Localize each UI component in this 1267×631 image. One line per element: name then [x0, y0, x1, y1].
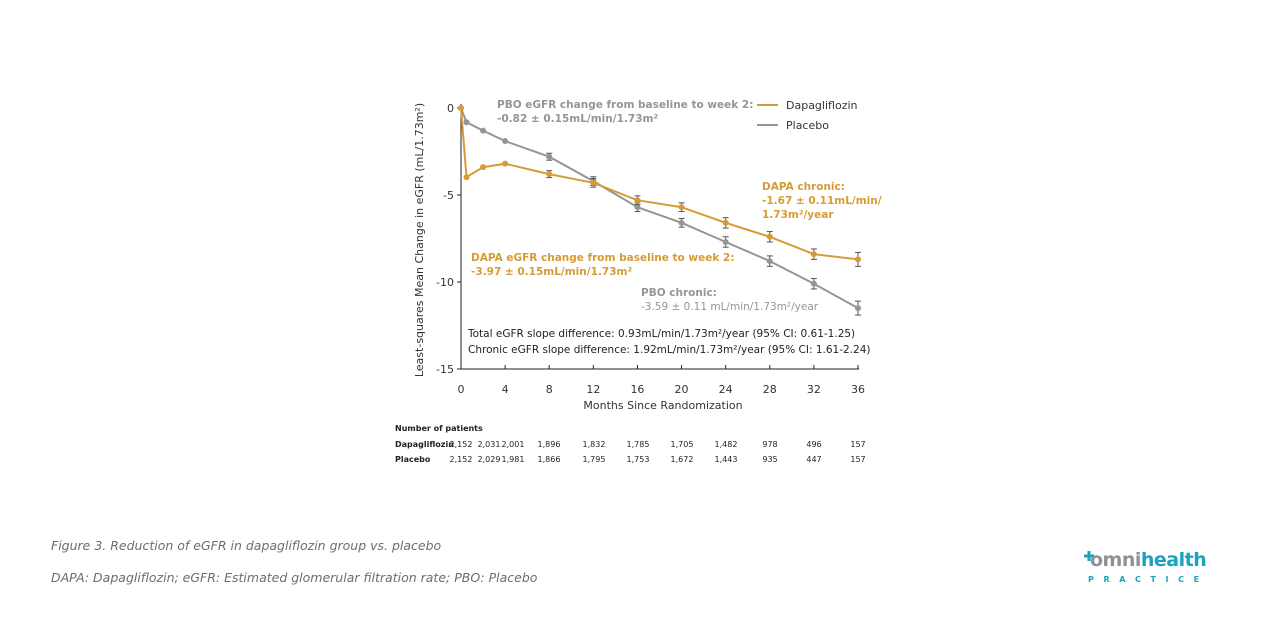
dapa-chronic-line3: 1.73m²/year	[762, 209, 834, 221]
patients-count: 2,031	[478, 440, 501, 449]
logo-health: health	[1140, 549, 1207, 571]
legend-label-dapagliflozin: Dapagliflozin	[786, 99, 858, 112]
x-tick-label: 28	[763, 383, 777, 396]
patients-count: 2,001	[502, 440, 525, 449]
x-tick-label: 12	[586, 383, 600, 396]
patients-count: 157	[850, 440, 865, 449]
patients-count: 1,482	[715, 440, 738, 449]
data-point-dapagliflozin	[855, 256, 861, 263]
x-tick-label: 8	[546, 383, 553, 396]
data-point-placebo	[766, 258, 773, 265]
data-point-placebo	[722, 238, 729, 245]
patients-count: 1,705	[671, 440, 694, 449]
x-tick-label: 16	[630, 383, 644, 396]
logo-wordmark: omnihealth	[1090, 549, 1207, 571]
data-point-placebo	[546, 153, 553, 160]
data-point-placebo	[855, 305, 861, 312]
data-point-dapagliflozin	[634, 197, 641, 204]
x-tick-label: 4	[502, 383, 509, 396]
chronic-slope-note: Chronic eGFR slope difference: 1.92mL/mi…	[468, 344, 870, 356]
data-point-dapagliflozin	[458, 105, 464, 111]
patients-count: 1,981	[502, 455, 525, 464]
data-point-dapagliflozin	[810, 251, 817, 258]
data-point-dapagliflozin	[502, 160, 509, 167]
patients-count: 1,443	[715, 455, 738, 464]
y-axis-label: Least-squares Mean Change in eGFR (mL/1.…	[413, 103, 426, 377]
series-dapagliflozin	[458, 105, 861, 267]
patients-count: 496	[806, 440, 821, 449]
dapa-chronic-line2: -1.67 ± 0.11mL/min/	[762, 195, 882, 207]
patients-count: 1,896	[538, 440, 561, 449]
data-point-placebo	[463, 119, 470, 126]
data-point-dapagliflozin	[546, 171, 553, 178]
omnihealth-logo: omnihealth PRACTICE	[1084, 549, 1220, 591]
x-tick-label: 20	[675, 383, 689, 396]
data-point-placebo	[810, 280, 817, 287]
pbo-week2-title: PBO eGFR change from baseline to week 2:	[497, 99, 753, 111]
abbreviations-caption: DAPA: Dapagliflozin; eGFR: Estimated glo…	[51, 570, 538, 585]
series-line-dapagliflozin	[460, 107, 859, 261]
figure-caption: Figure 3. Reduction of eGFR in dapaglifl…	[51, 538, 442, 553]
data-point-dapagliflozin	[678, 204, 685, 211]
patients-count: 157	[850, 455, 865, 464]
data-point-dapagliflozin	[722, 219, 729, 226]
egfr-chart: 0 -5 -10 -15 0 4 8 12 16 20 24 28 32 36 Least-square…	[395, 99, 882, 464]
patients-count: 1,795	[583, 455, 606, 464]
y-tick-label: 0	[447, 102, 454, 115]
x-axis-label: Months Since Randomization	[583, 399, 742, 412]
patients-count: 2,152	[450, 455, 473, 464]
dapa-chronic-line1: DAPA chronic:	[762, 181, 845, 193]
patients-count: 1,753	[627, 455, 650, 464]
x-tick-label: 32	[807, 383, 821, 396]
patients-count: 1,785	[627, 440, 650, 449]
data-point-placebo	[634, 204, 641, 211]
patients-count: 978	[762, 440, 777, 449]
y-tick-label: -15	[436, 363, 454, 376]
logo-practice: PRACTICE	[1088, 575, 1209, 584]
patients-count: 1,832	[583, 440, 606, 449]
data-point-dapagliflozin	[480, 164, 487, 171]
dapa-week2-value: -3.97 ± 0.15mL/min/1.73m²	[471, 266, 632, 278]
x-tick-label: 0	[458, 383, 465, 396]
patients-count: 2,152	[450, 440, 473, 449]
data-point-dapagliflozin	[590, 179, 597, 186]
patients-count: 2,029	[478, 455, 501, 464]
total-slope-note: Total eGFR slope difference: 0.93mL/min/…	[467, 328, 855, 340]
y-tick-label: -5	[443, 189, 454, 202]
pbo-chronic-value: -3.59 ± 0.11 mL/min/1.73m²/year	[641, 301, 819, 313]
patients-count: 935	[762, 455, 777, 464]
pbo-week2-value: -0.82 ± 0.15mL/min/1.73m²	[497, 113, 658, 125]
pbo-chronic-title: PBO chronic:	[641, 287, 717, 299]
plus-speech-bubble-icon	[1084, 551, 1094, 561]
series-line-placebo	[460, 107, 859, 309]
patients-row-label-placebo: Placebo	[395, 455, 431, 464]
y-tick-label: -10	[436, 276, 454, 289]
legend-label-placebo: Placebo	[786, 119, 829, 132]
patients-count: 1,672	[671, 455, 694, 464]
dapa-week2-title: DAPA eGFR change from baseline to week 2…	[471, 252, 735, 264]
patients-count: 1,866	[538, 455, 561, 464]
patients-row-label-dapagliflozin: Dapagliflozin	[395, 440, 454, 449]
x-tick-label: 24	[719, 383, 733, 396]
patients-table-header: Number of patients	[395, 424, 483, 433]
data-point-dapagliflozin	[766, 233, 773, 240]
series-placebo	[458, 105, 861, 316]
legend: Dapagliflozin Placebo	[757, 99, 858, 132]
x-tick-label: 36	[851, 383, 865, 396]
data-point-placebo	[480, 127, 487, 134]
patients-count: 447	[806, 455, 821, 464]
data-point-placebo	[678, 219, 685, 226]
data-point-placebo	[502, 138, 509, 145]
logo-omni: omni	[1090, 549, 1141, 571]
data-point-dapagliflozin	[463, 174, 470, 181]
